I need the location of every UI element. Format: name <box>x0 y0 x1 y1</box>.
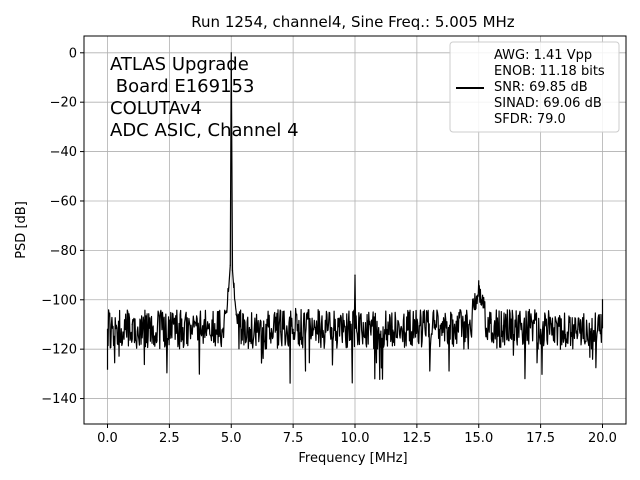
data-point <box>280 331 282 333</box>
data-point <box>391 326 393 328</box>
data-point <box>168 328 170 331</box>
data-point <box>552 331 554 333</box>
x-tick-label: 17.5 <box>526 431 555 446</box>
annotation-text: ATLAS Upgrade Board E169153 COLUTAv4 ADC… <box>110 54 299 141</box>
spectrum-line <box>106 52 604 384</box>
data-point <box>379 333 381 335</box>
data-point <box>416 328 418 331</box>
x-tick-label: 15.0 <box>464 431 493 446</box>
x-axis: 0.0 2.5 5.0 7.5 10.0 12.5 15.0 17.5 20.0 <box>97 424 617 446</box>
y-tick-label: −120 <box>41 343 77 358</box>
data-point <box>465 318 467 321</box>
y-tick-label: −40 <box>50 145 77 160</box>
data-point <box>193 326 195 328</box>
data-point <box>559 348 562 350</box>
data-point <box>231 269 234 271</box>
legend-entry-line: ENOB: 11.18 bits <box>494 64 605 79</box>
x-tick-label: 10.0 <box>341 431 370 446</box>
x-tick-label: 20.0 <box>588 431 617 446</box>
x-tick-label: 0.0 <box>97 431 118 446</box>
data-point <box>441 326 443 328</box>
chart-title: Run 1254, channel4, Sine Freq.: 5.005 MH… <box>191 13 515 31</box>
y-tick-label: 0 <box>69 46 77 61</box>
data-point <box>601 299 604 301</box>
annotation-line: Board E169153 <box>110 76 254 97</box>
legend-box <box>449 41 620 133</box>
y-tick-label: −60 <box>50 194 77 209</box>
data-point <box>453 331 455 333</box>
data-point <box>230 52 232 54</box>
data-point <box>304 333 307 335</box>
data-point <box>144 331 146 333</box>
y-tick-label: −20 <box>50 96 77 111</box>
data-point <box>106 328 109 331</box>
y-tick-label: −140 <box>41 392 77 407</box>
annotation-line: COLUTAv4 <box>110 98 202 119</box>
data-point <box>292 328 294 331</box>
data-point <box>218 323 220 326</box>
data-point <box>480 299 482 301</box>
data-point <box>475 299 477 301</box>
data-point <box>490 318 492 321</box>
data-point <box>515 326 517 328</box>
data-point <box>540 328 542 331</box>
data-point <box>329 331 331 333</box>
data-point <box>255 333 257 335</box>
data-point <box>354 274 356 276</box>
data-point <box>564 333 566 335</box>
annotation-line: ATLAS Upgrade <box>110 54 249 75</box>
legend-entry-line: SFDR: 79.0 <box>494 112 566 127</box>
y-axis-title: PSD [dB] <box>14 201 29 259</box>
data-point <box>342 326 344 328</box>
x-tick-label: 2.5 <box>159 431 180 446</box>
annotation-line: ADC ASIC, Channel 4 <box>110 120 299 141</box>
data-point <box>502 331 505 333</box>
data-point <box>267 326 269 328</box>
data-point <box>205 331 208 333</box>
data-point <box>225 311 227 313</box>
legend: AWG: 1.41 Vpp ENOB: 11.18 bits SNR: 69.8… <box>449 41 620 133</box>
data-point <box>353 311 356 313</box>
data-point <box>119 336 121 338</box>
data-point <box>233 286 235 289</box>
data-point <box>589 331 591 333</box>
x-axis-title: Frequency [MHz] <box>298 451 407 466</box>
data-point <box>235 313 237 316</box>
data-point <box>131 323 133 326</box>
data-point <box>229 264 231 266</box>
data-point <box>317 328 319 331</box>
data-point <box>527 333 529 335</box>
x-tick-label: 7.5 <box>283 431 304 446</box>
y-tick-label: −100 <box>41 293 77 308</box>
data-point <box>366 328 368 331</box>
y-axis: 0 −20 −40 −60 −80 −100 −120 −140 <box>41 46 84 407</box>
data-point <box>156 338 158 340</box>
legend-entry-line: AWG: 1.41 Vpp <box>494 48 592 63</box>
data-point <box>428 333 430 335</box>
data-point <box>599 313 601 316</box>
data-point <box>181 333 183 335</box>
x-tick-label: 5.0 <box>221 431 242 446</box>
series-layer <box>106 52 604 384</box>
y-tick-label: −80 <box>50 244 77 259</box>
data-point <box>228 286 230 289</box>
data-point <box>577 328 579 331</box>
legend-entry-line: SNR: 69.85 dB <box>494 80 588 95</box>
legend-entry-line: SINAD: 69.06 dB <box>494 96 602 111</box>
x-tick-label: 12.5 <box>402 431 431 446</box>
data-point <box>243 328 245 331</box>
data-point <box>478 289 480 291</box>
data-point <box>403 331 406 333</box>
data-point <box>354 313 357 316</box>
